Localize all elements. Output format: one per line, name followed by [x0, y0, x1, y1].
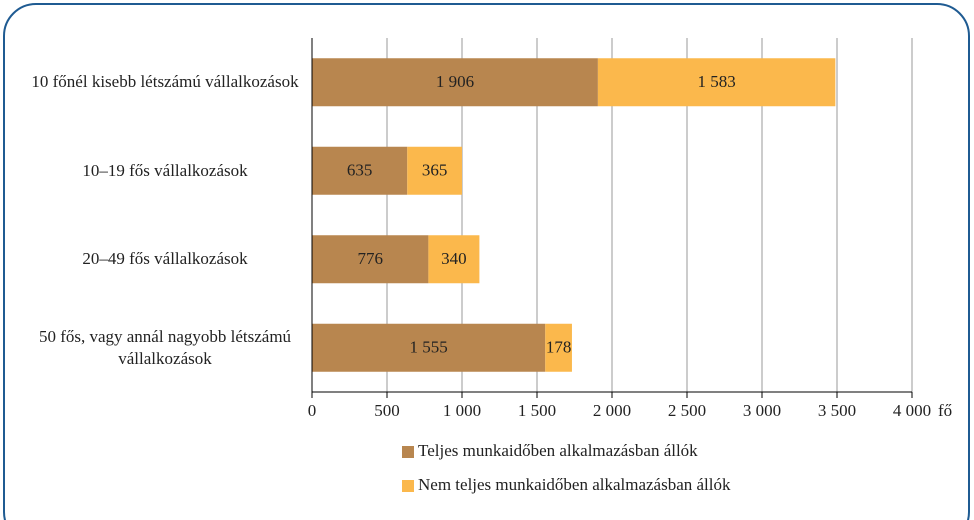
category-label-box: 10–19 fős vállalkozások [82, 160, 248, 180]
x-tick-label: 1 000 [443, 401, 481, 420]
y-tick-label: 50 fős, vagy annál nagyobb létszámú váll… [38, 326, 292, 368]
y-tick-label: 10–19 fős vállalkozások [82, 160, 248, 180]
frame [3, 3, 970, 520]
legend-swatch [402, 446, 414, 458]
x-tick-label: 1 500 [518, 401, 556, 420]
bar-segment [545, 323, 572, 372]
legend-label: Teljes munkaidőben alkalmazásban állók [418, 441, 698, 460]
bar-segment [312, 235, 429, 284]
x-tick-label: 4 000 [893, 401, 931, 420]
x-unit: fő [938, 401, 952, 420]
value-label: 365 [422, 161, 448, 180]
x-tick-label: 0 [308, 401, 317, 420]
y-tick-label: 10 főnél kisebb létszámú vállalkozások [31, 72, 299, 92]
bar-segment [312, 323, 546, 372]
value-label: 776 [357, 249, 383, 268]
x-tick-label: 2 000 [593, 401, 631, 420]
x-tick-label: 3 500 [818, 401, 856, 420]
x-tick-label: 3 000 [743, 401, 781, 420]
legend-label: Nem teljes munkaidőben alkalmazásban áll… [418, 475, 731, 494]
x-tick-label: 500 [374, 401, 400, 420]
bar-segment [407, 146, 462, 195]
bar-segment [312, 146, 408, 195]
y-tick-label: 20–49 fős vállalkozások [82, 249, 248, 269]
value-label: 1 583 [698, 72, 736, 91]
bar-segment [428, 235, 480, 284]
value-label: 635 [347, 161, 373, 180]
value-label: 1 555 [410, 338, 448, 357]
legend-swatch [402, 480, 414, 492]
x-tick-label: 2 500 [668, 401, 706, 420]
value-label: 178 [546, 338, 572, 357]
value-label: 1 906 [436, 72, 474, 91]
bar-segment [312, 58, 598, 107]
value-label: 340 [441, 249, 467, 268]
category-label-box: 10 főnél kisebb létszámú vállalkozások [31, 72, 299, 92]
category-label-box: 50 fős, vagy annál nagyobb létszámú váll… [38, 326, 292, 368]
bar-segment [597, 58, 836, 107]
category-label-box: 20–49 fős vállalkozások [82, 249, 248, 269]
